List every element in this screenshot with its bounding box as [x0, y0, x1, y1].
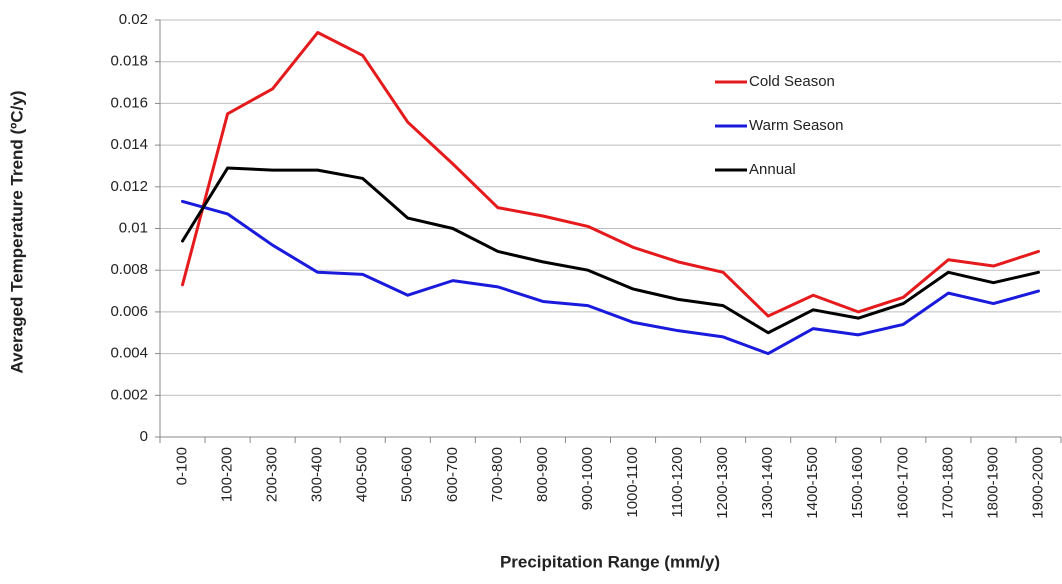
- y-tick-label: 0.008: [110, 261, 148, 278]
- x-tick-label: 1700-1800: [939, 447, 956, 519]
- y-tick-label: 0.018: [110, 53, 148, 70]
- y-tick-label: 0: [140, 428, 148, 445]
- y-tick-label: 0.014: [110, 136, 148, 153]
- y-tick-label: 0.016: [110, 94, 148, 111]
- x-tick-label: 1000-1100: [624, 447, 641, 518]
- y-tick-label: 0.012: [110, 178, 148, 195]
- x-tick-label: 100-200: [219, 447, 236, 502]
- series-line: [181, 166, 1040, 335]
- x-tick-label: 300-400: [309, 447, 326, 502]
- x-tick-label: 200-300: [264, 447, 281, 502]
- y-axis-title: Averaged Temperature Trend (ºC/y): [7, 90, 26, 373]
- legend-label: Cold Season: [749, 73, 835, 90]
- y-tick-label: 0.01: [119, 219, 148, 236]
- x-tick-label: 1100-1200: [669, 447, 686, 518]
- x-tick-label: 0-100: [173, 447, 190, 485]
- x-tick-label: 1200-1300: [714, 447, 731, 519]
- x-tick-label: 1500-1600: [849, 447, 866, 519]
- y-tick-label: 0.006: [110, 303, 148, 320]
- x-tick-label: 1300-1400: [759, 447, 776, 519]
- x-tick-label: 800-900: [534, 447, 551, 502]
- x-tick-label: 1400-1500: [804, 447, 821, 519]
- y-tick-label: 0.004: [110, 345, 148, 362]
- x-tick-label: 400-500: [354, 447, 371, 502]
- x-tick-label: 500-600: [399, 447, 416, 502]
- x-axis-title: Precipitation Range (mm/y): [500, 552, 720, 571]
- x-tick-label: 700-800: [489, 447, 506, 502]
- series-line: [181, 199, 1040, 356]
- y-tick-label: 0.002: [110, 386, 148, 403]
- x-tick-label: 1900-2000: [1029, 447, 1046, 519]
- x-tick-label: 1800-1900: [984, 447, 1001, 519]
- y-tick-label: 0.02: [119, 11, 148, 28]
- x-tick-label: 900-1000: [579, 447, 596, 510]
- legend-label: Warm Season: [749, 117, 843, 134]
- series-line: [181, 31, 1040, 318]
- x-tick-label: 600-700: [444, 447, 461, 502]
- x-tick-label: 1600-1700: [894, 447, 911, 519]
- legend-label: Annual: [749, 161, 796, 178]
